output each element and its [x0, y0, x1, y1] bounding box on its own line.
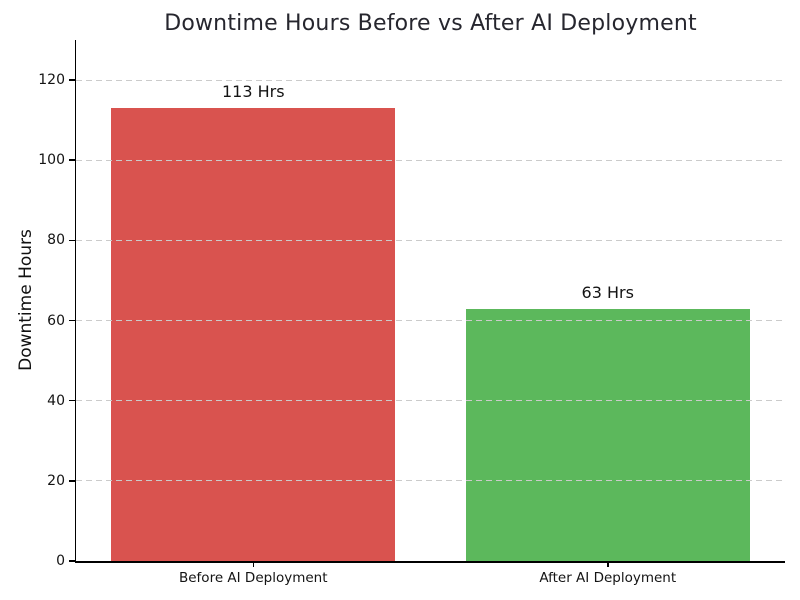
y-tick-mark-120	[69, 79, 75, 81]
bar-value-label-before-ai-deployment: 113 Hrs	[221, 82, 285, 102]
x-tick-mark-before-ai-deployment	[252, 562, 254, 567]
y-tick-mark-40	[69, 399, 75, 402]
y-tick-mark-60	[69, 319, 75, 322]
chart-title: Downtime Hours Before vs After AI Deploy…	[164, 11, 697, 36]
gridline-y100	[76, 159, 785, 161]
y-tick-mark-100	[69, 159, 75, 161]
y-tick-label-100: 100	[38, 152, 65, 169]
y-tick-mark-20	[69, 480, 75, 482]
y-tick-mark-80	[69, 239, 75, 242]
y-tick-label-0: 0	[56, 553, 65, 569]
gridline-y120	[76, 79, 785, 81]
y-tick-label-60: 60	[47, 312, 65, 329]
gridline-y40	[76, 400, 785, 402]
plot-area: 113 Hrs 63 Hrs	[76, 40, 785, 561]
x-tick-mark-after-ai-deployment	[607, 562, 609, 567]
x-tick-label-before-ai-deployment: Before AI Deployment	[178, 570, 328, 586]
y-tick-label-20: 20	[47, 472, 65, 489]
x-tick-label-after-ai-deployment: After AI Deployment	[539, 570, 677, 586]
y-axis-label: Downtime Hours	[16, 229, 36, 371]
y-tick-mark-0	[69, 560, 75, 562]
y-tick-label-120: 120	[38, 72, 65, 89]
gridline-y80	[76, 239, 785, 241]
bar-value-label-after-ai-deployment: 63 Hrs	[581, 282, 634, 302]
x-axis-spine	[74, 561, 785, 563]
bar-before-ai-deployment	[111, 108, 396, 561]
y-axis-spine	[74, 40, 77, 563]
gridline-y60	[76, 320, 785, 322]
gridline-y20	[76, 480, 785, 482]
y-tick-label-40: 40	[47, 392, 65, 409]
bar-after-ai-deployment	[465, 308, 750, 561]
y-tick-label-80: 80	[47, 232, 65, 249]
